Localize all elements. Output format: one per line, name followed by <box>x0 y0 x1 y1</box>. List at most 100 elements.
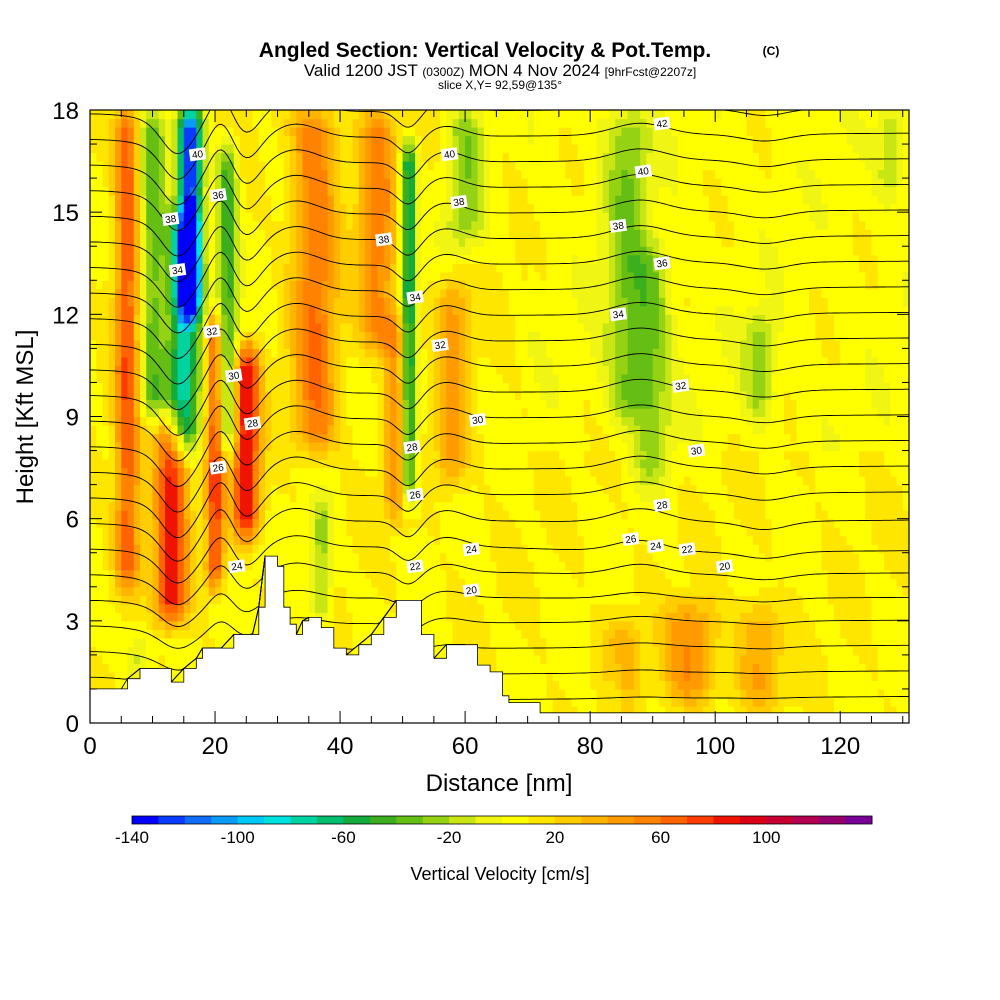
velocity-cell <box>115 637 122 647</box>
velocity-cell <box>446 612 454 622</box>
velocity-cell <box>471 297 479 307</box>
velocity-cell <box>440 356 447 367</box>
velocity-cell <box>408 271 416 281</box>
velocity-cell <box>365 612 372 622</box>
velocity-cell <box>333 561 341 571</box>
velocity-cell <box>115 407 122 418</box>
velocity-cell <box>415 578 422 588</box>
velocity-cell <box>221 425 229 435</box>
velocity-cell <box>277 331 285 341</box>
velocity-cell <box>296 518 304 528</box>
velocity-cell <box>208 603 216 613</box>
velocity-cell <box>433 314 441 324</box>
velocity-cell <box>321 118 329 128</box>
velocity-cell <box>446 399 454 409</box>
velocity-cell <box>465 186 472 196</box>
velocity-cell <box>327 595 335 605</box>
velocity-cell <box>415 331 422 341</box>
velocity-cell <box>196 118 204 128</box>
velocity-cell <box>233 416 241 426</box>
velocity-cell <box>352 620 360 630</box>
velocity-cell <box>315 212 322 222</box>
velocity-cell <box>477 637 485 647</box>
velocity-cell <box>90 578 97 588</box>
velocity-cell <box>121 535 129 545</box>
velocity-cell <box>127 331 135 341</box>
velocity-cell <box>196 467 204 477</box>
velocity-cell <box>346 212 354 222</box>
velocity-cell <box>515 552 522 562</box>
velocity-cell <box>365 561 372 571</box>
velocity-cell <box>308 535 316 545</box>
velocity-cell <box>365 169 372 179</box>
velocity-cell <box>265 365 272 375</box>
velocity-cell <box>233 314 241 324</box>
velocity-cell <box>358 280 366 290</box>
velocity-cell <box>290 399 297 409</box>
velocity-cell <box>265 254 272 264</box>
velocity-cell <box>521 646 529 656</box>
velocity-cell <box>296 339 304 349</box>
velocity-cell <box>346 271 354 281</box>
velocity-cell <box>208 305 216 315</box>
velocity-cell <box>427 629 435 639</box>
velocity-cell <box>377 246 385 256</box>
velocity-cell <box>302 305 310 315</box>
velocity-cell <box>177 254 185 264</box>
velocity-cell <box>152 356 160 367</box>
velocity-cell <box>158 569 166 579</box>
velocity-cell <box>108 339 116 349</box>
velocity-cell <box>290 271 297 281</box>
velocity-cell <box>327 169 335 179</box>
velocity-cell <box>327 578 335 588</box>
velocity-cell <box>446 450 454 460</box>
velocity-cell <box>302 254 310 264</box>
velocity-cell <box>258 331 266 341</box>
velocity-cell <box>415 501 422 511</box>
velocity-cell <box>358 544 366 554</box>
velocity-cell <box>202 110 210 120</box>
velocity-cell <box>96 254 104 264</box>
velocity-cell <box>433 476 441 486</box>
velocity-cell <box>446 425 454 435</box>
velocity-cell <box>515 535 522 545</box>
velocity-cell <box>258 195 266 205</box>
velocity-cell <box>108 390 116 401</box>
velocity-cell <box>421 305 429 315</box>
velocity-cell <box>346 484 354 494</box>
velocity-cell <box>390 297 397 307</box>
velocity-cell <box>508 246 516 256</box>
velocity-cell <box>290 561 297 571</box>
velocity-cell <box>283 144 291 154</box>
velocity-cell <box>421 501 429 511</box>
velocity-cell <box>396 280 404 290</box>
velocity-cell <box>346 510 354 520</box>
velocity-cell <box>308 152 316 162</box>
velocity-cell <box>233 433 241 443</box>
velocity-cell <box>158 493 166 503</box>
velocity-cell <box>133 518 141 528</box>
velocity-cell <box>346 314 354 324</box>
velocity-cell <box>440 425 447 435</box>
velocity-cell <box>371 518 379 528</box>
velocity-cell <box>183 339 191 349</box>
velocity-cell <box>327 178 335 188</box>
velocity-cell <box>346 569 354 579</box>
velocity-cell <box>290 382 297 392</box>
velocity-cell <box>96 373 104 384</box>
velocity-cell <box>252 382 260 392</box>
velocity-cell <box>140 322 147 332</box>
velocity-cell <box>433 135 441 145</box>
velocity-cell <box>508 578 516 588</box>
velocity-cell <box>483 501 491 511</box>
velocity-cell <box>102 629 110 639</box>
velocity-cell <box>90 110 97 120</box>
velocity-cell <box>427 603 435 613</box>
velocity-cell <box>377 595 385 605</box>
velocity-cell <box>408 416 416 426</box>
velocity-cell <box>258 407 266 418</box>
velocity-cell <box>271 195 279 205</box>
velocity-cell <box>102 646 110 656</box>
velocity-cell <box>102 348 110 358</box>
velocity-cell <box>365 569 372 579</box>
